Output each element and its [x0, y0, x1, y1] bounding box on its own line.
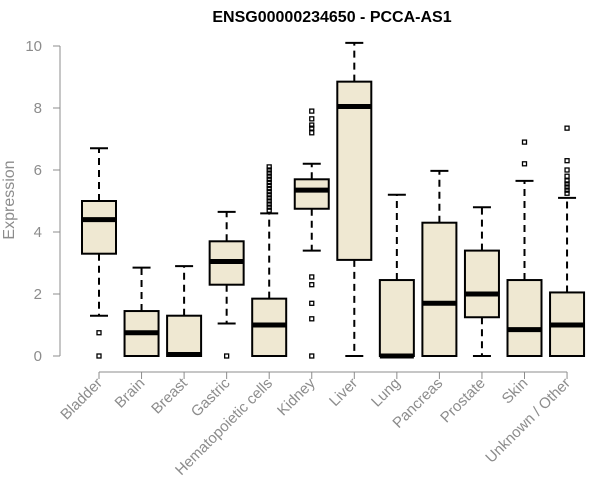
outlier-point: [266, 164, 272, 170]
outlier-point: [309, 116, 315, 122]
box-iqr: [421, 221, 458, 357]
x-tick-label: Skin: [499, 375, 532, 408]
outlier-point: [266, 192, 272, 198]
x-tick-label: Bladder: [57, 375, 106, 424]
box-iqr: [336, 80, 373, 261]
y-tick-label: 6: [34, 162, 42, 179]
outlier-point: [564, 178, 570, 184]
box-iqr: [378, 279, 415, 357]
outlier-point: [266, 173, 272, 179]
outlier-point: [266, 179, 272, 186]
box-group: [463, 206, 500, 357]
y-tick-label: 2: [34, 286, 42, 303]
box-group: [378, 193, 415, 359]
x-tick-label: Breast: [148, 374, 191, 417]
x-tick-label: Kidney: [274, 374, 319, 419]
y-tick-label: 10: [25, 38, 42, 55]
outlier-point: [266, 207, 272, 213]
outlier-point: [564, 184, 570, 190]
box-group: [336, 41, 373, 357]
outlier-point: [521, 161, 528, 167]
y-axis-label: Expression: [1, 160, 18, 239]
outlier-point: [564, 158, 570, 164]
x-tick-label: Prostate: [437, 375, 489, 427]
outlier-point: [96, 330, 102, 336]
outlier-point: [564, 187, 570, 193]
outlier-point: [266, 176, 272, 182]
outlier-point: [223, 353, 230, 359]
box-iqr: [166, 314, 203, 358]
box-group: [293, 108, 330, 359]
outlier-point: [96, 353, 102, 359]
box-iqr: [463, 249, 500, 319]
y-tick-label: 0: [34, 348, 42, 365]
outlier-point: [266, 198, 272, 204]
outlier-point: [309, 282, 315, 288]
chart-title: ENSG00000234650 - PCCA-AS1: [212, 9, 451, 26]
y-tick-label: 4: [34, 224, 42, 241]
outlier-point: [309, 300, 315, 306]
box-group: [549, 125, 586, 358]
box-iqr: [81, 200, 117, 255]
outlier-point: [266, 182, 272, 189]
box-series: [81, 41, 586, 359]
outlier-point: [564, 181, 570, 187]
outlier-point: [564, 173, 570, 179]
box-group: [251, 164, 288, 357]
box-group: [506, 139, 543, 357]
box-group: [208, 210, 245, 359]
outlier-point: [309, 122, 315, 128]
outlier-point: [521, 139, 528, 145]
box-group: [81, 147, 117, 359]
box-group: [166, 265, 203, 358]
outlier-point: [309, 353, 315, 359]
outlier-point: [266, 170, 272, 176]
outlier-point: [309, 108, 315, 114]
outlier-point: [564, 125, 570, 131]
outlier-point: [266, 185, 272, 192]
x-tick-label: Brain: [112, 375, 149, 412]
x-tick-label: Lung: [368, 375, 404, 411]
outlier-point: [564, 167, 570, 173]
outlier-point: [266, 167, 272, 173]
box-group: [421, 169, 458, 357]
y-axis: 0 2 4 6 8 10: [25, 38, 61, 365]
outlier-point: [266, 204, 272, 210]
box-group: [123, 266, 160, 357]
outlier-point: [266, 201, 272, 207]
y-tick-label: 8: [34, 100, 42, 117]
outlier-point: [309, 130, 315, 136]
box-iqr: [506, 279, 543, 357]
outlier-point: [266, 189, 272, 195]
outlier-point: [309, 316, 315, 322]
outlier-point: [564, 190, 570, 196]
outlier-point: [309, 125, 315, 131]
outlier-point: [266, 195, 272, 201]
outlier-point: [309, 274, 315, 280]
box-iqr: [293, 178, 330, 210]
x-tick-label: Liver: [326, 375, 361, 410]
